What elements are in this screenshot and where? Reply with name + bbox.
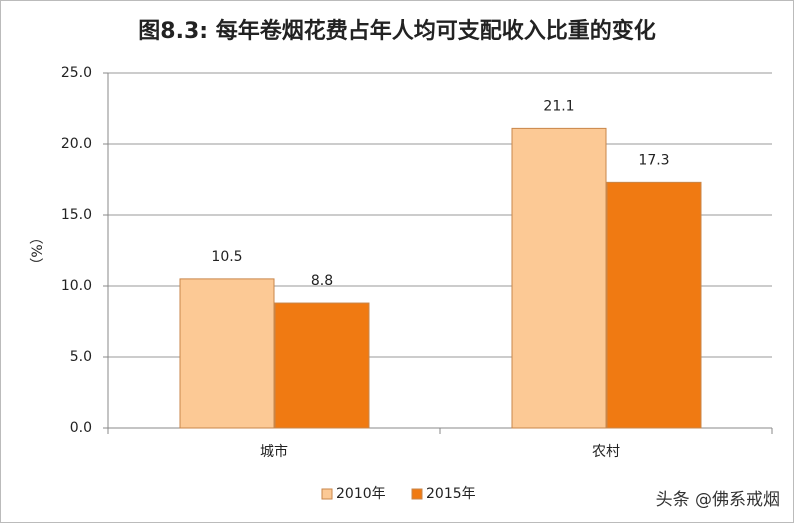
y-tick-label: 25.0 bbox=[61, 65, 92, 81]
y-tick-label: 20.0 bbox=[61, 136, 92, 152]
bar bbox=[179, 278, 275, 429]
watermark: 头条 @佛系戒烟 bbox=[656, 490, 780, 510]
data-label: 17.3 bbox=[638, 152, 669, 168]
x-tick-label: 农村 bbox=[592, 444, 620, 460]
legend-swatch bbox=[411, 488, 423, 500]
data-label: 8.8 bbox=[311, 273, 333, 289]
y-tick-label: 10.0 bbox=[61, 278, 92, 294]
y-tick-label: 15.0 bbox=[61, 207, 92, 223]
bar bbox=[606, 181, 702, 429]
legend-label: 2015年 bbox=[426, 486, 476, 502]
legend-label: 2010年 bbox=[336, 486, 386, 502]
bar bbox=[274, 302, 370, 429]
y-axis-label: （%） bbox=[30, 230, 46, 271]
y-tick-label: 0.0 bbox=[70, 420, 92, 436]
bar bbox=[511, 127, 607, 429]
chart-title: 图8.3: 每年卷烟花费占年人均可支配收入比重的变化 bbox=[138, 18, 655, 44]
x-tick-label: 城市 bbox=[260, 443, 288, 460]
data-label: 10.5 bbox=[211, 249, 242, 265]
y-tick-label: 5.0 bbox=[70, 349, 92, 365]
data-label: 21.1 bbox=[543, 98, 574, 114]
legend-swatch bbox=[321, 488, 333, 500]
